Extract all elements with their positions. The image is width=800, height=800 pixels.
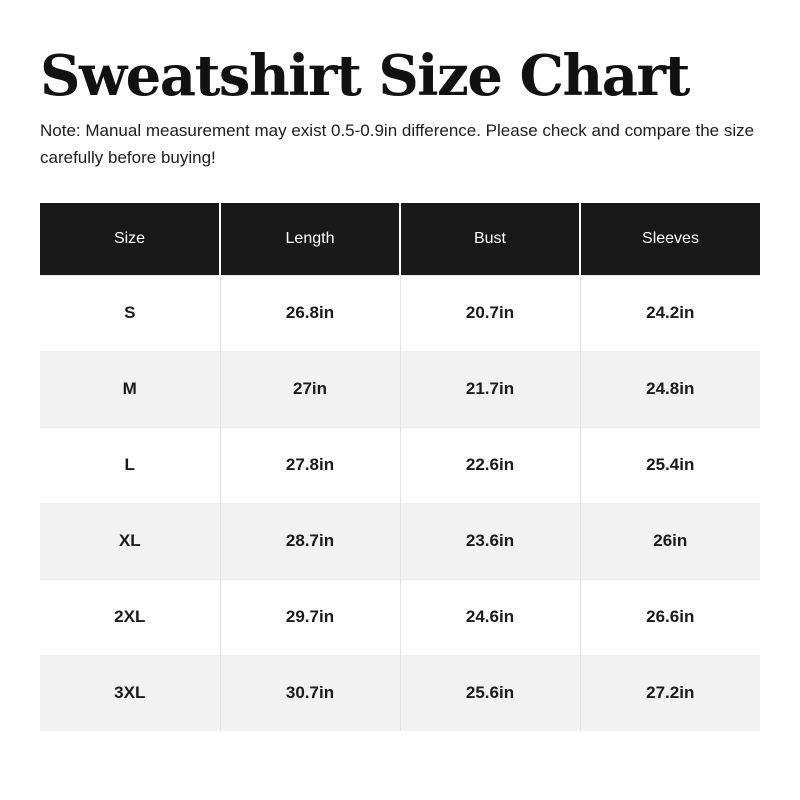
table-row: M 27in 21.7in 24.8in — [40, 350, 760, 428]
size-chart-table: Size Length Bust Sleeves S 26.8in 20.7in… — [40, 203, 760, 732]
column-header-sleeves: Sleeves — [579, 203, 760, 276]
size-cell: 2XL — [40, 578, 220, 656]
sleeves-cell: 26.6in — [579, 578, 760, 656]
page-title: Sweatshirt Size Chart — [40, 43, 690, 109]
length-cell: 27.8in — [219, 426, 400, 504]
size-cell: M — [40, 350, 220, 428]
bust-cell: 21.7in — [399, 350, 580, 428]
sleeves-cell: 25.4in — [579, 426, 760, 504]
length-cell: 28.7in — [219, 502, 400, 580]
bust-cell: 25.6in — [399, 654, 580, 732]
sleeves-cell: 24.2in — [579, 274, 760, 352]
size-cell: L — [40, 426, 220, 504]
table-row: S 26.8in 20.7in 24.2in — [40, 274, 760, 352]
length-cell: 27in — [219, 350, 400, 428]
column-header-size: Size — [40, 203, 220, 276]
bust-cell: 22.6in — [399, 426, 580, 504]
bust-cell: 24.6in — [399, 578, 580, 656]
size-cell: XL — [40, 502, 220, 580]
length-cell: 29.7in — [219, 578, 400, 656]
header-row: Size Length Bust Sleeves — [40, 203, 760, 276]
size-cell: S — [40, 274, 220, 352]
column-header-bust: Bust — [399, 203, 580, 276]
length-cell: 26.8in — [219, 274, 400, 352]
size-cell: 3XL — [40, 654, 220, 732]
sleeves-cell: 26in — [579, 502, 760, 580]
table-body: S 26.8in 20.7in 24.2in M 27in 21.7in 24.… — [40, 274, 760, 732]
table-row: 3XL 30.7in 25.6in 27.2in — [40, 654, 760, 732]
table-header: Size Length Bust Sleeves — [40, 203, 760, 276]
table-row: 2XL 29.7in 24.6in 26.6in — [40, 578, 760, 656]
sleeves-cell: 27.2in — [579, 654, 760, 732]
measurement-note: Note: Manual measurement may exist 0.5-0… — [40, 121, 755, 167]
bust-cell: 23.6in — [399, 502, 580, 580]
table-row: XL 28.7in 23.6in 26in — [40, 502, 760, 580]
length-cell: 30.7in — [219, 654, 400, 732]
column-header-length: Length — [219, 203, 400, 276]
bust-cell: 20.7in — [399, 274, 580, 352]
sleeves-cell: 24.8in — [579, 350, 760, 428]
table-row: L 27.8in 22.6in 25.4in — [40, 426, 760, 504]
